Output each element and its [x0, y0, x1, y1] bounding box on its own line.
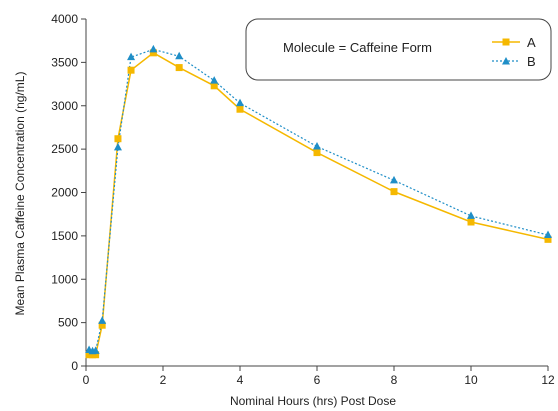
y-tick-label: 2500: [51, 142, 78, 156]
data-point-b: [467, 211, 475, 219]
data-point-b: [313, 142, 321, 150]
y-tick-label: 4000: [51, 12, 78, 26]
data-point-b: [127, 52, 136, 61]
legend-label-a: A: [527, 35, 536, 50]
y-tick-label: 0: [71, 359, 78, 373]
legend: Molecule = Caffeine Form A B: [245, 18, 552, 81]
data-point-a: [390, 188, 398, 196]
x-tick-label: 0: [83, 373, 90, 387]
data-point-a: [236, 105, 244, 113]
series-line-a: [89, 51, 549, 356]
data-point-b: [175, 51, 184, 60]
x-tick-label: 6: [314, 373, 321, 387]
x-tick-label: 2: [160, 373, 167, 387]
y-tick-label: 500: [58, 316, 78, 330]
legend-entry-b: B: [492, 54, 536, 69]
y-tick-label: 3500: [51, 55, 78, 69]
x-tick-label: 12: [541, 373, 555, 387]
data-point-b: [91, 346, 100, 354]
y-axis-title: Mean Plasma Caffeine Concentration (ng/m…: [13, 72, 27, 316]
series-line-b: [88, 48, 549, 352]
data-point-b: [390, 175, 398, 184]
data-point-b: [98, 316, 107, 324]
data-point-a: [149, 49, 157, 57]
y-tick-label: 1500: [51, 229, 78, 243]
plot-area: [85, 44, 552, 359]
data-point-a: [114, 135, 122, 143]
x-tick-label: 10: [464, 373, 478, 387]
legend-title: Molecule = Caffeine Form: [283, 40, 432, 55]
data-point-b: [210, 76, 219, 84]
data-point-b: [149, 44, 158, 53]
x-tick-label: 4: [237, 373, 244, 387]
data-point-a: [175, 64, 183, 72]
data-point-a: [98, 321, 106, 329]
data-point-a: [210, 82, 218, 90]
y-tick-label: 3000: [51, 99, 78, 113]
data-point-b: [113, 142, 122, 151]
axes: 0 500 1000 1500 2000 2500 3000 3500 4000 0 2 4 6 8 10 1…: [13, 12, 555, 408]
legend-frame: [245, 18, 552, 81]
legend-label-b: B: [527, 54, 536, 69]
legend-marker-a: [502, 38, 510, 46]
data-point-b: [236, 98, 244, 107]
data-point-a: [127, 66, 135, 74]
legend-entry-a: A: [492, 35, 536, 50]
y-tick-label: 2000: [51, 186, 78, 200]
x-axis-title: Nominal Hours (hrs) Post Dose: [230, 394, 396, 408]
x-tick-label: 8: [391, 373, 398, 387]
y-tick-label: 1000: [51, 272, 78, 286]
data-point-a: [544, 235, 552, 243]
data-point-a: [467, 218, 475, 226]
data-point-a: [313, 149, 321, 157]
legend-marker-b: [502, 57, 510, 65]
data-point-b: [544, 230, 552, 239]
data-point-a: [92, 351, 100, 359]
